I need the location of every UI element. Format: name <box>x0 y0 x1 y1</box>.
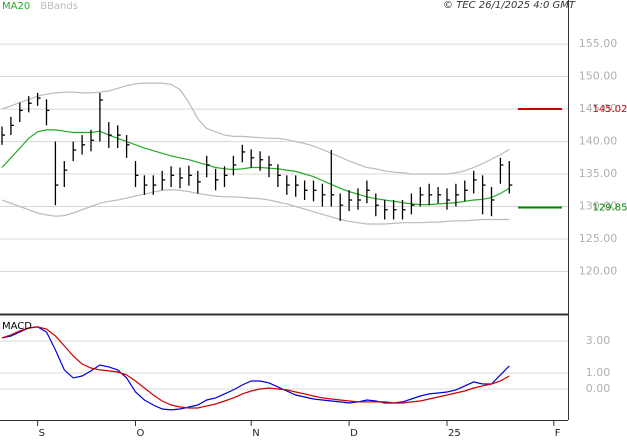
y-tick-label: 130.00 <box>579 200 618 213</box>
x-tick-label: F <box>555 428 561 439</box>
y-tick-label: 3.00 <box>586 334 611 347</box>
band-upper <box>1 82 510 175</box>
price-level-label: 145.02 <box>593 104 627 115</box>
panel-label: MACD <box>2 321 32 332</box>
ma-line <box>1 129 510 206</box>
credit: © TEC 26/1/2025 4:0 GMT <box>443 0 576 11</box>
y-tick-label: 125.00 <box>579 232 618 245</box>
indicator-line <box>1 326 510 409</box>
x-tick-label: N <box>252 428 259 439</box>
x-tick-label: 25 <box>448 428 461 439</box>
y-tick-label: 1.00 <box>586 366 611 379</box>
x-tick-label: O <box>137 428 145 439</box>
y-tick-label: 140.00 <box>579 135 618 148</box>
band-lower <box>1 188 510 225</box>
y-tick-label: 120.00 <box>579 264 618 277</box>
y-tick-label: 150.00 <box>579 70 618 83</box>
y-tick-label: 155.00 <box>579 37 618 50</box>
legend-entry: MA20 <box>2 1 30 12</box>
indicator-line <box>1 326 510 411</box>
y-tick-label: 0.00 <box>586 382 611 395</box>
y-tick-label: 135.00 <box>579 167 618 180</box>
y-tick-label: 145.00 <box>579 102 618 115</box>
x-tick-label: S <box>39 428 45 439</box>
legend-entry: BBands <box>40 1 78 12</box>
x-tick-label: D <box>350 428 358 439</box>
price-level-label: 129.85 <box>593 202 627 213</box>
